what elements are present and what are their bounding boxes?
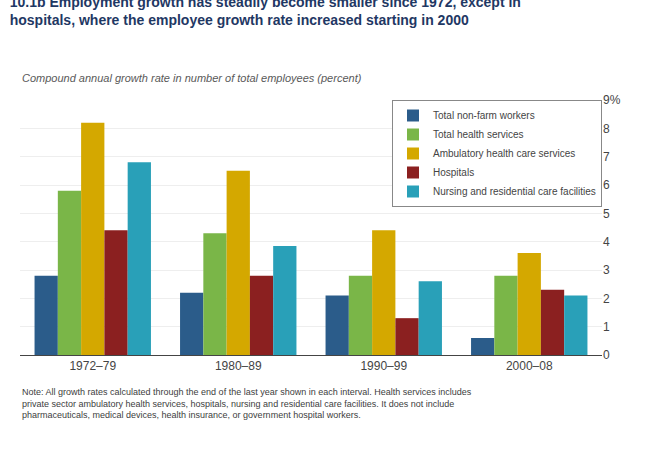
svg-text:0: 0 (603, 348, 610, 362)
svg-text:2000–08: 2000–08 (506, 359, 553, 373)
svg-text:8: 8 (603, 122, 610, 136)
svg-text:Total non-farm workers: Total non-farm workers (433, 110, 535, 121)
svg-text:Nursing and residential care f: Nursing and residential care facilities (433, 186, 596, 197)
svg-text:1: 1 (603, 320, 610, 334)
svg-text:10.1b Employment growth has st: 10.1b Employment growth has steadily bec… (10, 0, 521, 28)
svg-text:4: 4 (603, 235, 610, 249)
svg-text:5: 5 (603, 207, 610, 221)
svg-text:1990–99: 1990–99 (360, 359, 407, 373)
svg-text:2: 2 (603, 292, 610, 306)
svg-text:Compound annual growth rate in: Compound annual growth rate in number of… (22, 72, 362, 84)
svg-text:Note: All growth rates calcula: Note: All growth rates calculated throug… (22, 387, 472, 420)
svg-text:1980–89: 1980–89 (215, 359, 262, 373)
svg-text:1972–79: 1972–79 (69, 359, 116, 373)
svg-text:Hospitals: Hospitals (433, 167, 474, 178)
svg-text:9%: 9% (603, 93, 621, 107)
svg-text:Ambulatory health care service: Ambulatory health care services (433, 148, 575, 159)
svg-text:6: 6 (603, 178, 610, 192)
svg-text:7: 7 (603, 150, 610, 164)
svg-text:3: 3 (603, 263, 610, 277)
svg-text:Total health services: Total health services (433, 129, 524, 140)
